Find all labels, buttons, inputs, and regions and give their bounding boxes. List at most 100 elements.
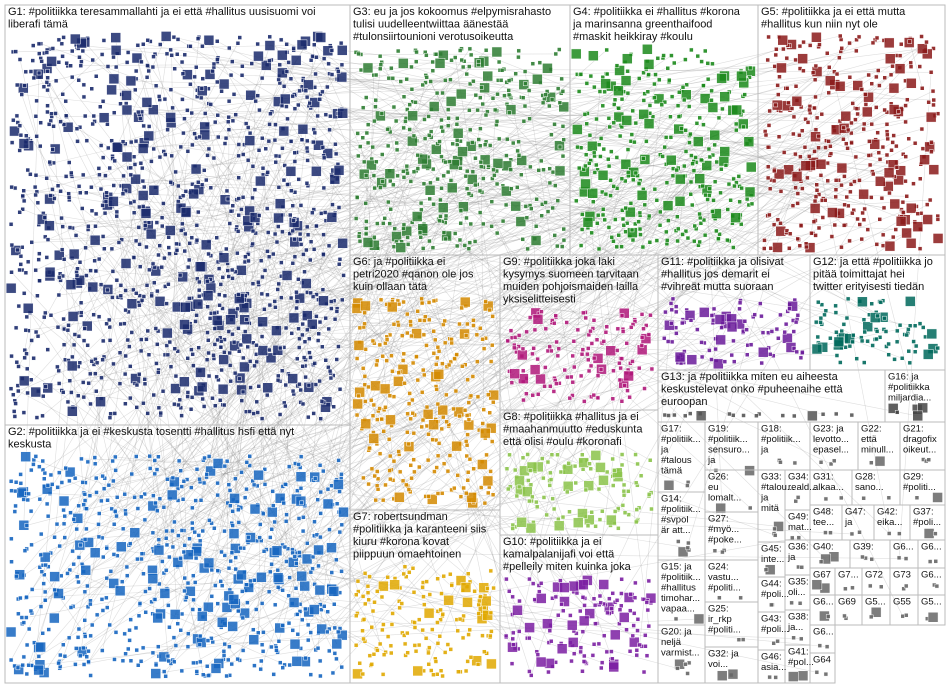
node — [96, 314, 102, 319]
node — [519, 172, 524, 178]
node — [827, 65, 832, 70]
node — [62, 653, 68, 659]
node — [113, 64, 119, 70]
node — [168, 180, 174, 185]
node — [645, 89, 651, 94]
node — [833, 411, 839, 417]
node — [104, 545, 109, 551]
edge — [549, 70, 742, 481]
node — [488, 633, 493, 639]
node — [816, 299, 821, 305]
node — [103, 199, 109, 204]
node — [381, 221, 386, 226]
node — [168, 47, 173, 53]
node — [140, 208, 152, 219]
node — [448, 571, 453, 577]
node — [579, 227, 585, 232]
node — [78, 653, 83, 659]
node — [50, 147, 55, 152]
edge — [78, 366, 379, 480]
node — [503, 633, 509, 639]
node — [386, 199, 391, 205]
node — [102, 210, 108, 216]
node — [219, 549, 224, 555]
node — [123, 188, 129, 194]
node — [156, 94, 162, 99]
node — [430, 627, 435, 632]
node — [163, 568, 169, 573]
node — [932, 233, 944, 244]
node — [365, 590, 371, 595]
node — [774, 326, 780, 332]
node — [226, 114, 231, 120]
node — [403, 119, 408, 124]
node — [450, 141, 455, 147]
edge — [59, 330, 591, 663]
node — [227, 221, 233, 226]
node — [212, 315, 223, 326]
node — [169, 53, 174, 58]
node — [129, 527, 141, 538]
node — [773, 52, 779, 58]
node — [101, 486, 107, 491]
node — [207, 518, 212, 523]
node — [699, 354, 705, 360]
edge — [28, 589, 55, 666]
node — [740, 637, 746, 642]
node — [316, 563, 321, 569]
node — [583, 487, 589, 493]
node — [618, 307, 630, 319]
node — [684, 82, 689, 88]
node — [321, 155, 327, 161]
node — [254, 399, 260, 405]
node — [482, 142, 488, 147]
node — [781, 46, 786, 52]
node — [55, 324, 61, 330]
edge — [199, 172, 637, 480]
node — [132, 162, 138, 167]
node — [666, 413, 671, 418]
node — [627, 227, 638, 238]
node — [800, 160, 812, 171]
node — [592, 84, 597, 90]
node — [107, 415, 113, 420]
node — [464, 215, 469, 221]
node — [198, 498, 204, 503]
node — [527, 116, 532, 121]
node — [43, 310, 48, 316]
edge — [51, 113, 83, 483]
node — [46, 627, 52, 632]
group-label: #tulonsiirtounioni verotusoikeutta — [353, 31, 514, 43]
node — [527, 468, 533, 473]
node — [462, 407, 468, 413]
node — [619, 96, 625, 102]
node — [894, 410, 900, 415]
node — [383, 405, 388, 410]
node — [62, 513, 67, 519]
node — [192, 74, 197, 80]
node — [255, 630, 261, 636]
node — [633, 519, 639, 525]
node — [478, 594, 483, 599]
node — [20, 207, 25, 212]
node — [204, 664, 210, 669]
node — [813, 63, 819, 69]
node — [849, 140, 854, 146]
node — [663, 479, 675, 491]
node — [266, 589, 272, 595]
node — [267, 569, 273, 575]
node — [544, 512, 549, 518]
node — [420, 82, 425, 88]
node — [574, 631, 579, 636]
node — [510, 140, 516, 146]
node — [928, 164, 940, 175]
node — [590, 199, 596, 204]
node — [280, 146, 285, 151]
node — [129, 330, 135, 335]
node — [123, 511, 128, 517]
node — [363, 201, 368, 206]
node — [907, 39, 912, 44]
node — [217, 383, 229, 395]
node — [673, 304, 679, 309]
node — [510, 594, 515, 600]
